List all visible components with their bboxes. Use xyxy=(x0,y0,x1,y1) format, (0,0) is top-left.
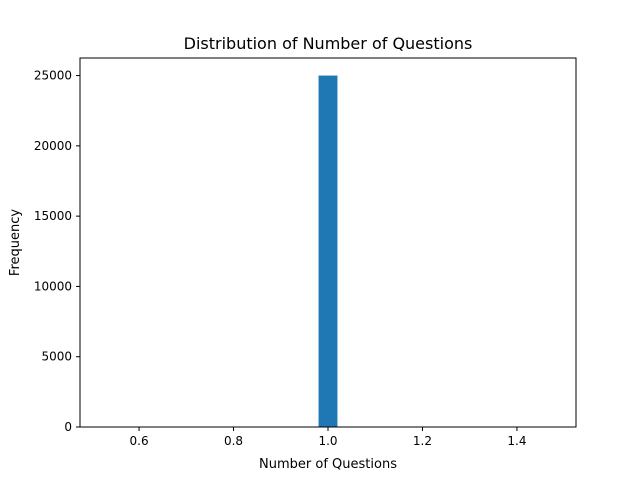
y-tick-label: 25000 xyxy=(34,69,72,83)
chart-title: Distribution of Number of Questions xyxy=(184,34,473,53)
y-axis-ticks: 0 5000 10000 15000 20000 25000 xyxy=(34,69,80,434)
y-tick-label: 5000 xyxy=(41,350,72,364)
x-tick-label: 1.2 xyxy=(413,434,432,448)
x-axis-label: Number of Questions xyxy=(259,457,397,472)
histogram-bar xyxy=(318,75,338,428)
y-tick-label: 15000 xyxy=(34,209,72,223)
x-axis-ticks: 0.6 0.8 1.0 1.2 1.4 xyxy=(130,427,526,448)
y-axis-label: Frequency xyxy=(8,209,23,276)
y-tick-label: 20000 xyxy=(34,139,72,153)
bars-layer xyxy=(318,75,338,428)
x-tick-label: 0.8 xyxy=(224,434,243,448)
y-tick-label: 10000 xyxy=(34,279,72,293)
y-tick-label: 0 xyxy=(64,420,72,434)
x-tick-label: 1.0 xyxy=(318,434,337,448)
x-tick-label: 0.6 xyxy=(130,434,149,448)
x-tick-label: 1.4 xyxy=(507,434,526,448)
